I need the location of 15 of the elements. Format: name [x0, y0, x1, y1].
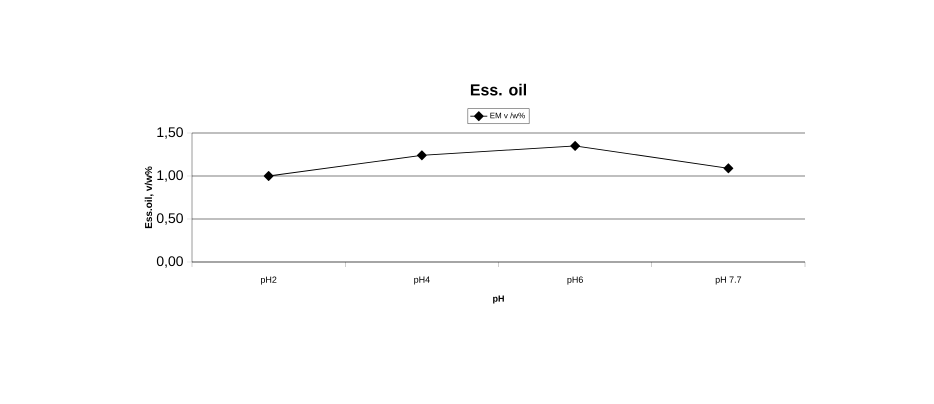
x-tick-label: pH 7.7 — [716, 276, 742, 285]
point — [416, 150, 427, 160]
y-tick-label: 1,00 — [157, 170, 183, 182]
point — [264, 171, 274, 181]
y-tick-label: 0,50 — [156, 213, 183, 225]
y-tick-label: 1,50 — [157, 127, 183, 139]
y-tick-label: 0,00 — [156, 256, 183, 268]
point — [723, 163, 734, 174]
x-axis-title: pH — [493, 295, 504, 304]
point — [570, 140, 580, 151]
x-tick-label: pH2 — [260, 276, 276, 285]
x-tick-label: pH4 — [414, 276, 430, 285]
chart-title: Ess. oil — [470, 84, 526, 96]
y-axis-title: Ess.oil, v/w% — [144, 166, 154, 228]
x-tick-label: pH6 — [567, 276, 583, 285]
